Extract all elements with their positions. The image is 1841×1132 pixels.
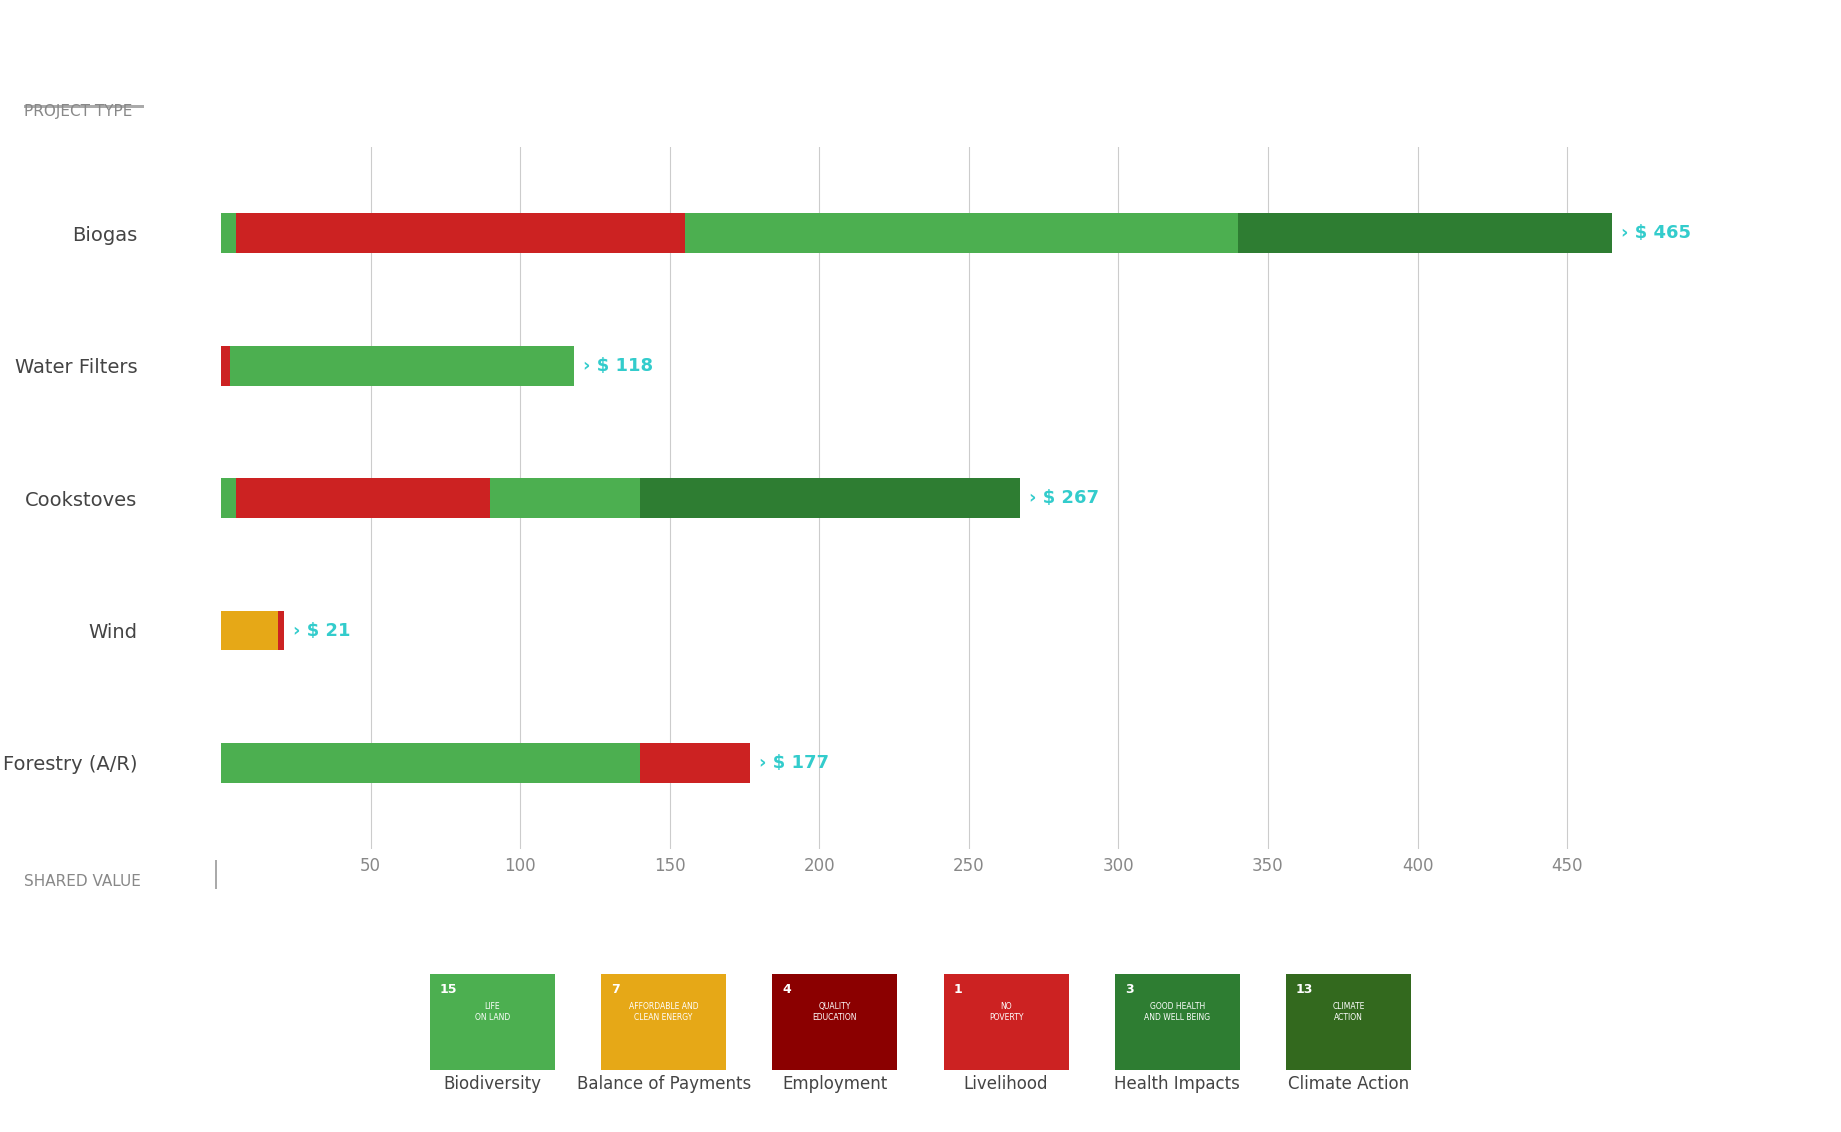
Text: › $ 465: › $ 465 [1620,224,1692,242]
Text: Balance of Payments: Balance of Payments [576,1075,751,1094]
Text: AFFORDABLE AND
CLEAN ENERGY: AFFORDABLE AND CLEAN ENERGY [630,1003,698,1022]
Text: CLIMATE
ACTION: CLIMATE ACTION [1333,1003,1364,1022]
Text: › $ 118: › $ 118 [584,357,654,375]
Text: Biodiversity: Biodiversity [444,1075,541,1094]
Text: NO
POVERTY: NO POVERTY [989,1003,1024,1022]
Text: Employment: Employment [782,1075,887,1094]
Bar [230,345,574,386]
Text: 1: 1 [954,983,963,996]
Bar [1237,213,1613,254]
Text: Health Impacts: Health Impacts [1114,1075,1241,1094]
Text: Livelihood: Livelihood [965,1075,1048,1094]
Text: › $ 177: › $ 177 [758,754,830,772]
Text: 3: 3 [1125,983,1134,996]
Text: 15: 15 [440,983,457,996]
Text: 7: 7 [611,983,620,996]
Bar [490,478,639,518]
Bar [639,743,751,783]
Text: › $ 267: › $ 267 [1029,489,1099,507]
Text: SHARED VALUE: SHARED VALUE [24,874,140,889]
Bar [278,610,284,651]
Bar [685,213,1237,254]
Bar [236,213,685,254]
Text: GOOD HEALTH
AND WELL BEING: GOOD HEALTH AND WELL BEING [1145,1003,1210,1022]
Text: LIFE
ON LAND: LIFE ON LAND [475,1003,510,1022]
Bar [236,478,490,518]
Bar [221,743,639,783]
Text: PROJECT TYPE: PROJECT TYPE [24,104,133,119]
Text: 4: 4 [782,983,792,996]
Bar [221,610,278,651]
Bar [221,478,236,518]
Bar [221,213,236,254]
Bar [221,345,230,386]
Bar [639,478,1020,518]
Text: 13: 13 [1296,983,1313,996]
Text: › $ 21: › $ 21 [293,621,350,640]
Text: Climate Action: Climate Action [1289,1075,1408,1094]
Text: QUALITY
EDUCATION: QUALITY EDUCATION [812,1003,858,1022]
